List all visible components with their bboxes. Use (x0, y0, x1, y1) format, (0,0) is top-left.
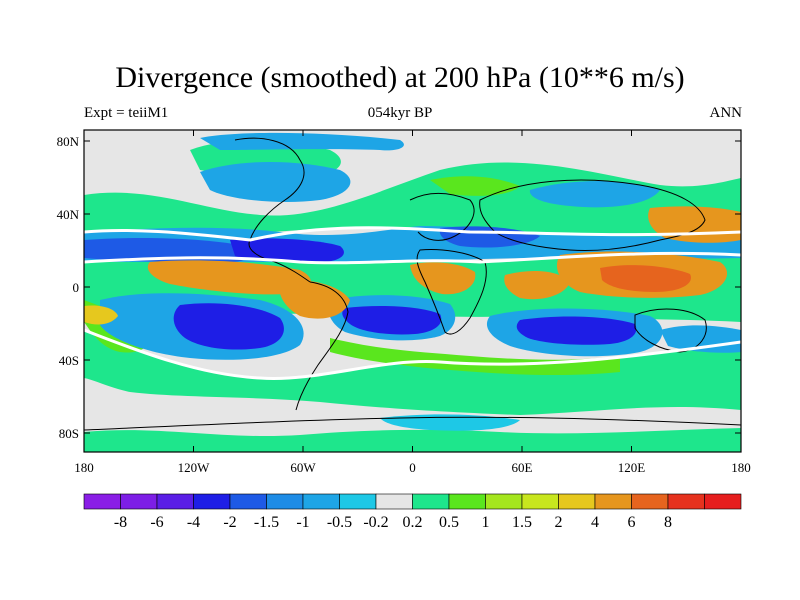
lon-tick-label: 0 (409, 460, 416, 475)
tropical-pacific-orange (147, 260, 311, 295)
colorbar-label: 0.2 (403, 514, 423, 531)
latitude-axis: 80N 40N 0 40S 80S (57, 134, 741, 441)
colorbar-label: 1 (482, 514, 490, 531)
colorbar-label: -1.5 (254, 514, 279, 531)
colorbar-swatch (193, 493, 231, 510)
sh-lightgreen-band (330, 338, 620, 376)
colorbar-swatch (302, 493, 340, 510)
colorbar-swatch (266, 493, 304, 510)
caribbean-strong-negative (84, 237, 251, 262)
colorbar-swatch (631, 493, 669, 510)
colorbar-swatch (667, 493, 705, 510)
colorbar-label: -0.2 (363, 514, 388, 531)
time-label: 054kyr BP (367, 105, 433, 121)
pacific-sh-yellow (84, 305, 118, 325)
colorbar-label: 4 (591, 514, 599, 531)
colorbar-swatch (594, 493, 632, 510)
lon-tick-label: 60W (290, 460, 316, 475)
colorbar: -8 -6 -4 -2 -1.5 -1 -0.5 -0.2 0.2 0.5 1 1.5 2 4 6 8 (83, 493, 742, 531)
colorbar-label: -0.5 (327, 514, 352, 531)
colorbar-swatch (558, 493, 596, 510)
lat-tick-label: 0 (73, 280, 80, 295)
colorbar-label: -4 (187, 514, 200, 531)
antarctic-positive-band (84, 428, 741, 452)
colorbar-label: -2 (223, 514, 236, 531)
colorbar-swatch (339, 493, 377, 510)
colorbar-label: 1.5 (512, 514, 532, 531)
indian-ocean-strong-negative (516, 316, 637, 345)
south-atlantic-strong-negative (342, 306, 442, 335)
colorbar-label: -8 (114, 514, 127, 531)
colorbar-swatch (156, 493, 194, 510)
arctic-blue-patch (200, 132, 404, 151)
colorbar-swatch (704, 493, 742, 510)
colorbar-swatch (375, 493, 413, 510)
colorbar-swatch (485, 493, 523, 510)
plot-area (84, 130, 741, 452)
season-label: ANN (709, 105, 743, 121)
colorbar-label: 8 (664, 514, 672, 531)
colorbar-label: -6 (150, 514, 163, 531)
lon-tick-label: 180 (731, 460, 751, 475)
south-pacific-strong-negative (173, 303, 284, 350)
experiment-label: Expt = teiiM1 (84, 105, 169, 121)
lat-tick-label: 40S (59, 353, 79, 368)
lat-tick-label: 40N (57, 207, 80, 222)
contour-gaps (84, 226, 741, 380)
europe-positive-patch (430, 176, 520, 196)
map-title: Divergence (smoothed) at 200 hPa (10**6 … (115, 61, 685, 94)
maritime-continent-red (600, 265, 691, 292)
colorbar-label: 2 (555, 514, 563, 531)
colorbar-swatch (120, 493, 158, 510)
lon-tick-label: 120E (618, 460, 646, 475)
colorbar-label: -1 (296, 514, 309, 531)
asia-negative-patch (529, 181, 660, 208)
colorbar-label: 0.5 (439, 514, 459, 531)
colorbar-label: 6 (628, 514, 636, 531)
colorbar-swatch (448, 493, 486, 510)
lat-tick-label: 80N (57, 134, 80, 149)
southern-ocean-negative (380, 414, 520, 431)
colorbar-swatch (229, 493, 267, 510)
lon-tick-label: 60E (512, 460, 533, 475)
lon-tick-label: 120W (178, 460, 211, 475)
colorbar-swatch (83, 493, 121, 510)
nh-midlat-positive-band (84, 162, 741, 239)
north-atlantic-negative (200, 162, 351, 202)
indian-ocean-orange (504, 270, 570, 300)
colorbar-swatch (412, 493, 450, 510)
colorbar-swatch (521, 493, 559, 510)
longitude-axis: 180 120W 60W 0 60E 120E 180 (74, 130, 751, 475)
coastlines (84, 137, 741, 431)
lon-tick-label: 180 (74, 460, 94, 475)
lat-tick-label: 80S (59, 426, 79, 441)
sh-midlat-positive-band (84, 330, 741, 415)
